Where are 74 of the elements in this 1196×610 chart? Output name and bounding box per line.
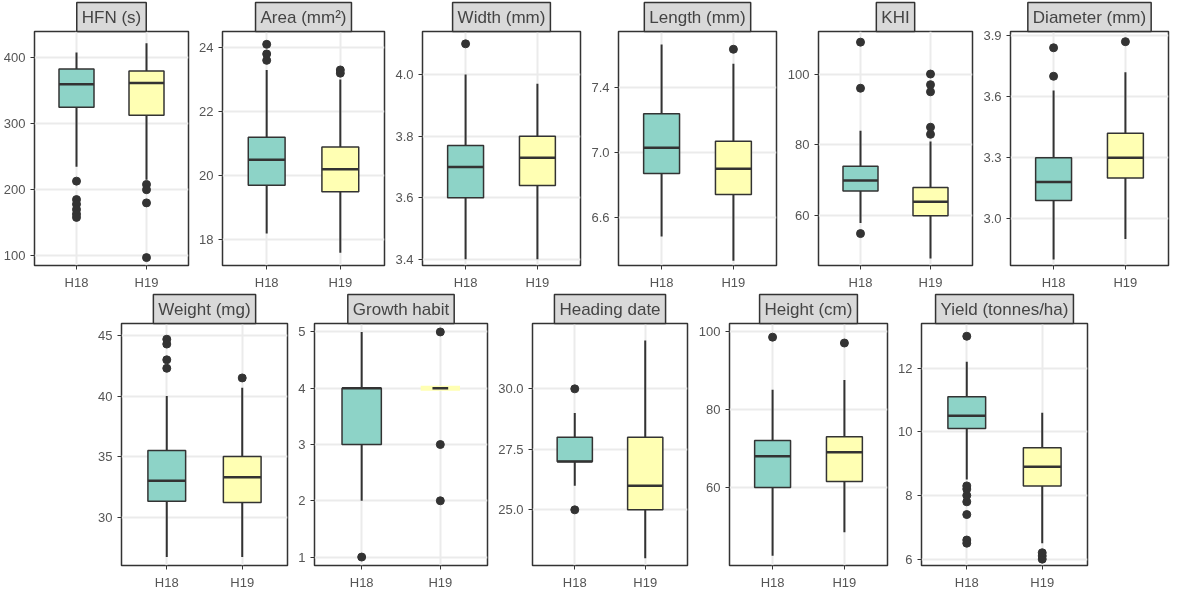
y-tick-label: 400 (3, 50, 26, 66)
x-tick-label: H18 (1041, 274, 1066, 290)
y-tick-label: 100 (3, 248, 26, 264)
chart-title: Height (cm) (764, 299, 853, 319)
y-tick-label: 80 (795, 137, 810, 153)
y-tick-label: 27.5 (498, 441, 524, 457)
y-tick-label: 4.0 (395, 67, 414, 83)
chart-title: Width (mm) (457, 7, 546, 27)
x-tick-label: H18 (154, 574, 179, 590)
y-tick-label: 1 (298, 549, 306, 565)
x-tick-label: H19 (428, 574, 453, 590)
y-tick-label: 20 (199, 168, 214, 184)
y-tick-label: 24 (199, 40, 214, 56)
x-tick-label: H18 (760, 574, 785, 590)
x-tick-label: H19 (918, 274, 943, 290)
x-tick-label: H19 (721, 274, 746, 290)
chart-title: Length (mm) (649, 7, 746, 27)
y-tick-label: 3.3 (983, 150, 1002, 166)
y-tick-label: 18 (199, 232, 214, 248)
y-tick-label: 30 (98, 509, 113, 525)
x-tick-label: H19 (1113, 274, 1138, 290)
y-tick-label: 3.9 (983, 28, 1002, 44)
x-tick-label: H19 (230, 574, 255, 590)
x-tick-label: H18 (254, 274, 279, 290)
y-tick-label: 22 (199, 104, 214, 120)
y-tick-label: 3.0 (983, 211, 1002, 227)
y-tick-label: 8 (905, 487, 913, 503)
y-tick-label: 60 (706, 479, 721, 495)
y-tick-label: 3.4 (395, 251, 414, 267)
x-tick-label: H18 (954, 574, 979, 590)
y-tick-label: 80 (706, 401, 721, 417)
chart-title: Weight (mg) (158, 299, 251, 319)
y-tick-label: 3.6 (395, 190, 414, 206)
chart-title: Heading date (559, 299, 661, 319)
y-tick-label: 10 (898, 424, 913, 440)
y-tick-label: 30.0 (498, 381, 524, 397)
y-tick-label: 6.6 (591, 209, 610, 225)
y-tick-label: 45 (98, 328, 113, 344)
x-tick-label: H18 (848, 274, 873, 290)
x-tick-label: H18 (453, 274, 478, 290)
x-tick-label: H18 (64, 274, 89, 290)
x-tick-label: H19 (134, 274, 159, 290)
x-tick-label: H18 (562, 574, 587, 590)
y-tick-label: 3.8 (395, 128, 414, 144)
y-tick-label: 2 (298, 493, 306, 509)
y-tick-label: 6 (905, 551, 913, 567)
y-tick-label: 12 (898, 360, 913, 376)
y-tick-label: 3 (298, 437, 306, 452)
chart-title: Yield (tonnes/ha) (940, 299, 1069, 319)
y-tick-label: 60 (795, 208, 810, 224)
chart-title: HFN (s) (81, 7, 142, 27)
x-tick-label: H19 (525, 274, 550, 290)
y-tick-label: 3.6 (983, 89, 1002, 105)
chart-title: KHI (881, 7, 910, 27)
y-tick-label: 100 (698, 323, 721, 339)
x-tick-label: H19 (633, 574, 658, 590)
y-tick-label: 7.0 (591, 145, 610, 161)
y-tick-label: 40 (98, 388, 113, 404)
y-tick-label: 4 (298, 380, 306, 396)
y-tick-label: 200 (3, 182, 26, 198)
chart-title: Growth habit (352, 299, 450, 319)
x-tick-label: H19 (328, 274, 353, 290)
y-tick-label: 35 (98, 449, 113, 465)
chart-title: Diameter (mm) (1032, 7, 1147, 27)
x-tick-label: H18 (349, 574, 374, 590)
y-tick-label: 5 (298, 324, 306, 340)
y-tick-label: 300 (3, 116, 26, 132)
y-tick-label: 7.4 (591, 80, 610, 96)
x-tick-label: H19 (1030, 574, 1055, 590)
x-tick-label: H19 (832, 574, 857, 590)
x-tick-label: H18 (649, 274, 674, 290)
chart-title: Area (mm²) (260, 7, 347, 27)
y-tick-label: 25.0 (498, 502, 524, 518)
y-tick-label: 100 (787, 66, 810, 82)
